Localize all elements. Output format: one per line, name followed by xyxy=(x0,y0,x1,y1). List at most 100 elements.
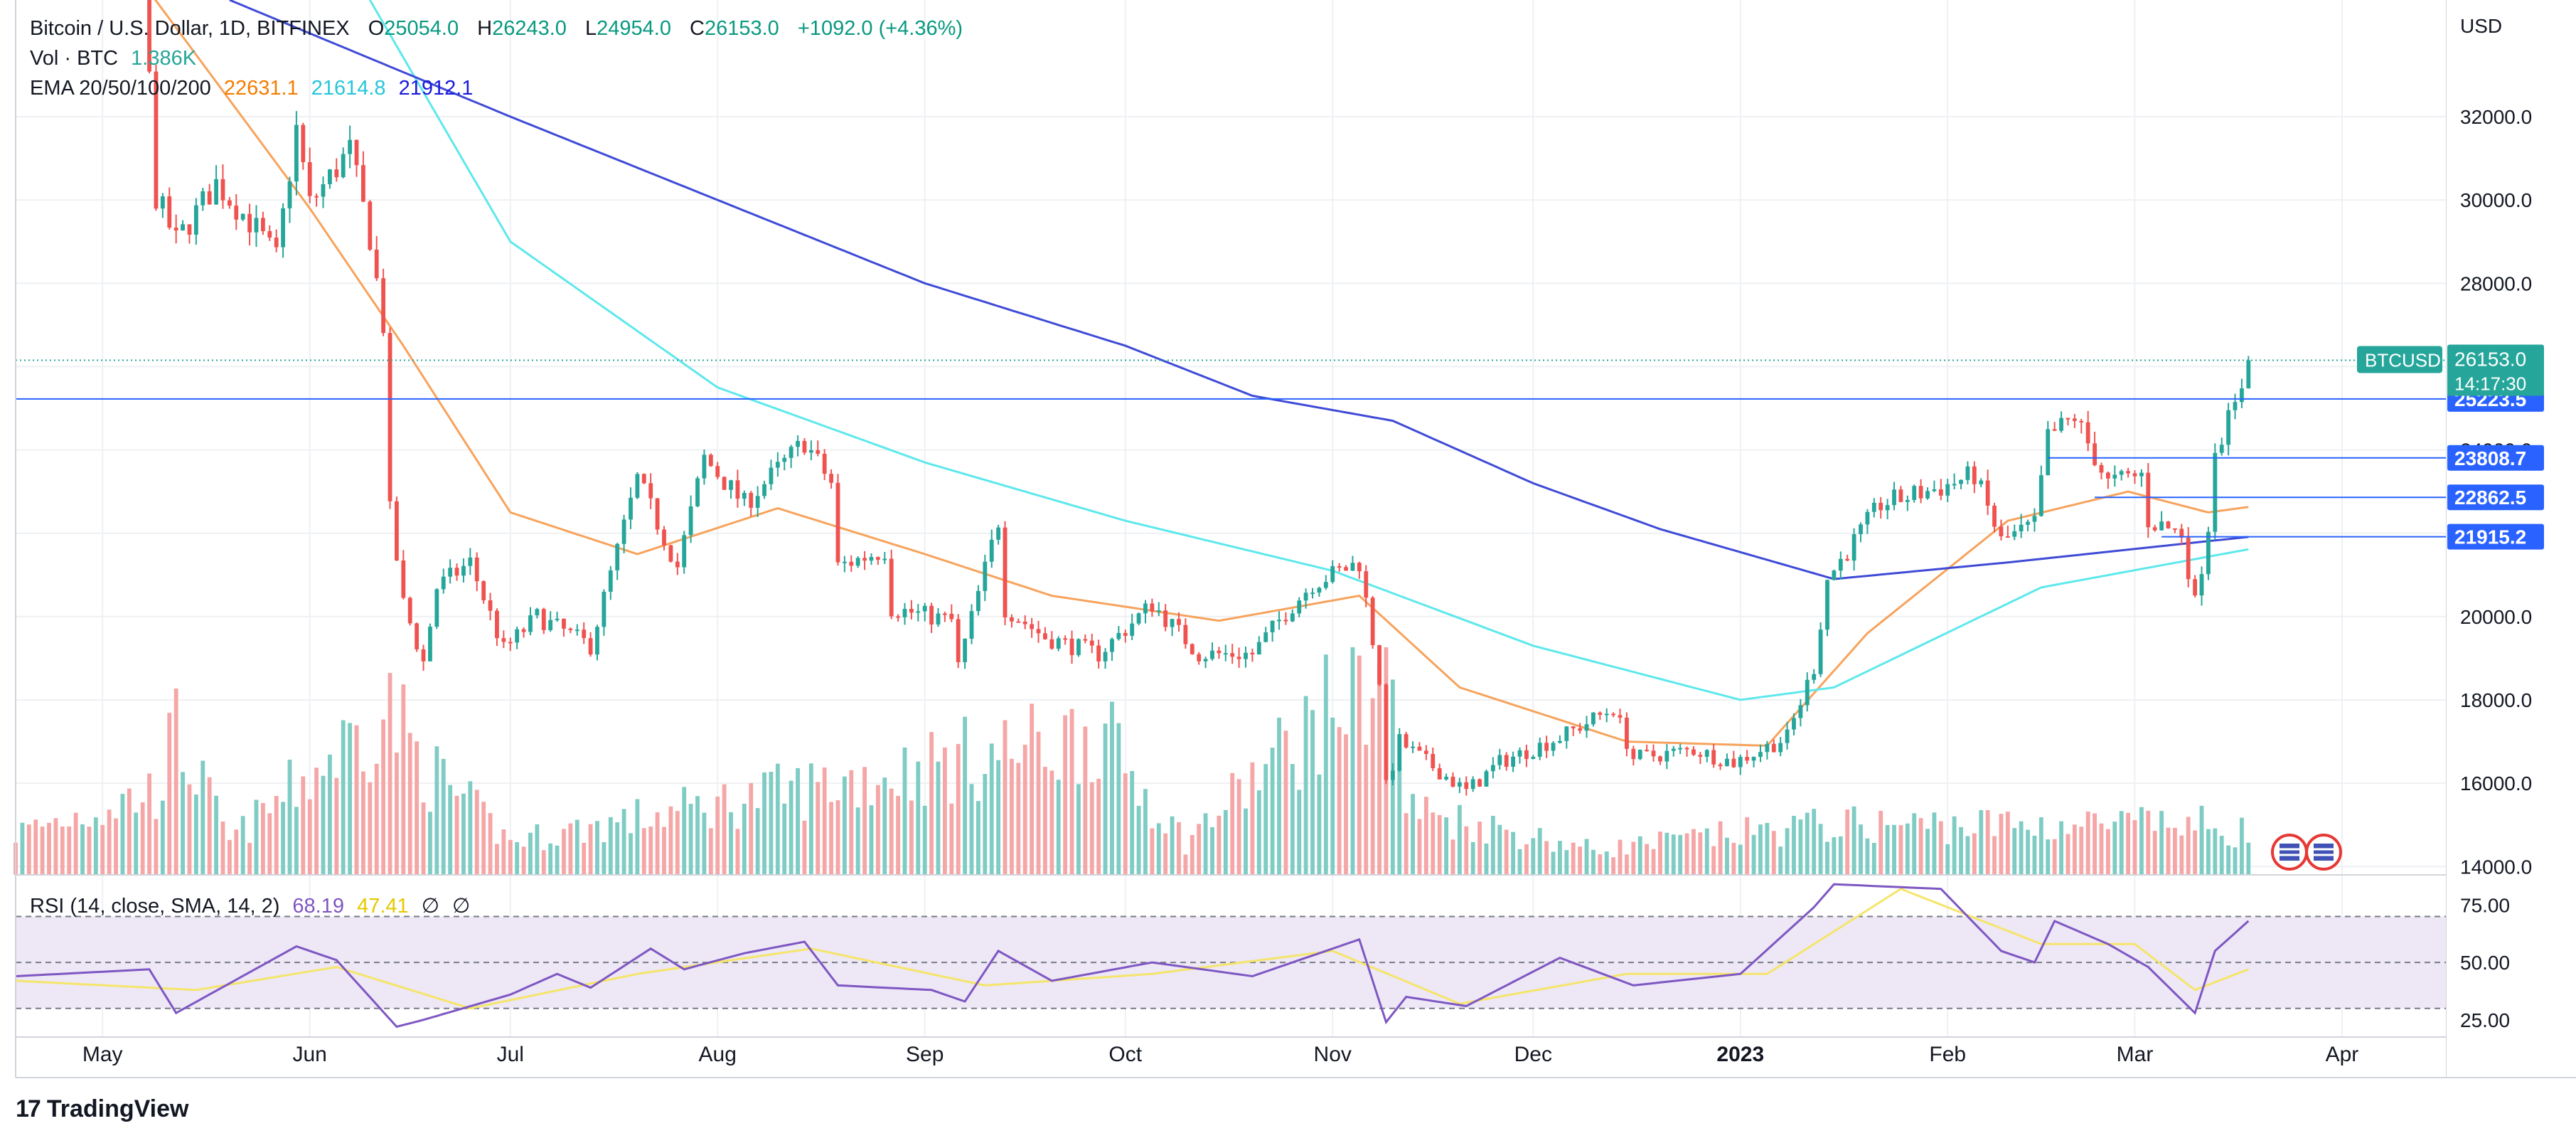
candle-body xyxy=(1731,758,1736,767)
volume-bar xyxy=(1578,846,1583,875)
volume-bar xyxy=(1150,828,1155,875)
candle-body xyxy=(1805,679,1810,706)
legend-close: 26153.0 xyxy=(704,17,779,40)
candle-body xyxy=(1758,752,1763,758)
candle-body xyxy=(1664,750,1669,762)
volume-bar xyxy=(461,793,466,875)
candle-body xyxy=(381,278,386,334)
volume-bar xyxy=(2152,831,2157,875)
volume-bar xyxy=(1671,834,1676,875)
candle-body xyxy=(2046,429,2051,476)
legend-high-label: H xyxy=(477,17,493,40)
time-tick-label: Apr xyxy=(2326,1043,2359,1066)
symbol-tag-label: BTCUSD xyxy=(2365,349,2441,371)
candle-body xyxy=(621,519,626,544)
volume-bar xyxy=(1190,834,1195,875)
candle-body xyxy=(1223,653,1228,655)
rsi-line xyxy=(15,883,2250,1029)
volume-bar xyxy=(1892,824,1896,875)
volume-bar xyxy=(2032,835,2037,875)
volume-bar xyxy=(2219,836,2224,875)
candle-body xyxy=(802,440,807,453)
candle-body xyxy=(321,184,326,197)
flag-stripe-icon xyxy=(2280,844,2299,861)
candle-body xyxy=(1785,729,1790,743)
candle-body xyxy=(1637,750,1642,760)
price-tick-label: 20000.0 xyxy=(2460,606,2532,628)
candle-body xyxy=(428,626,432,661)
candle-body xyxy=(2219,445,2224,453)
volume-bar xyxy=(1664,832,1669,875)
price-axis-unit: USD xyxy=(2460,15,2502,37)
volume-bar xyxy=(1056,780,1061,875)
candle-body xyxy=(695,478,700,506)
horizontal-levels xyxy=(16,359,2446,538)
candle-body xyxy=(1938,489,1943,496)
volume-bar xyxy=(114,818,118,875)
candle-body xyxy=(862,558,867,561)
volume-bar xyxy=(1096,778,1101,875)
candle-body xyxy=(668,545,673,562)
candle-body xyxy=(1999,526,2004,536)
candle-body xyxy=(1524,750,1529,760)
volume-bar xyxy=(294,807,299,875)
volume-bar xyxy=(1156,823,1161,875)
candle-body xyxy=(1531,756,1536,760)
candle-body xyxy=(1236,657,1241,659)
candle-body xyxy=(1684,748,1689,750)
candle-body xyxy=(1290,613,1295,622)
volume-bar xyxy=(729,812,733,875)
candle-body xyxy=(1898,489,1903,502)
legend-ema50: 21614.8 xyxy=(311,77,386,100)
volume-bar xyxy=(535,824,540,875)
volume-bar xyxy=(1323,654,1328,875)
volume-bar xyxy=(1785,828,1790,875)
volume-bar xyxy=(1765,822,1770,875)
legend-volume: Vol · BTC 1.386K xyxy=(30,47,196,70)
candle-body xyxy=(1738,757,1743,767)
candle-body xyxy=(929,605,934,625)
volume-bar xyxy=(2159,811,2164,875)
volume-bar xyxy=(1330,717,1335,875)
volume-bar xyxy=(434,746,439,875)
level-tag-value: 23808.7 xyxy=(2454,447,2526,469)
candle-body xyxy=(835,482,840,563)
volume-bar xyxy=(789,780,793,875)
candle-body xyxy=(936,613,941,625)
candle-body xyxy=(1952,484,1957,486)
candle-body xyxy=(1030,624,1035,629)
volume-bar xyxy=(428,812,432,875)
volume-bar xyxy=(1036,731,1041,875)
tradingview-brand[interactable]: 17 TradingView xyxy=(16,1095,188,1123)
volume-bar xyxy=(1698,832,1703,875)
candle-body xyxy=(1711,750,1716,765)
candle-body xyxy=(1965,466,1970,480)
volume-bar xyxy=(187,784,192,875)
candle-body xyxy=(1604,713,1609,716)
volume-bar xyxy=(1905,823,1910,875)
volume-bar xyxy=(2052,839,2057,875)
volume-bar xyxy=(448,785,453,875)
candle-body xyxy=(755,496,760,508)
volume-bar xyxy=(360,771,365,875)
volume-bar xyxy=(521,846,526,875)
candle-body xyxy=(1765,743,1770,753)
volume-bar xyxy=(588,824,593,875)
candle-body xyxy=(1691,749,1696,755)
volume-bar xyxy=(267,813,272,875)
candle-body xyxy=(2166,521,2171,528)
volume-bar xyxy=(274,796,279,875)
volume-bar xyxy=(528,832,533,875)
volume-bar xyxy=(2233,847,2238,875)
candle-body xyxy=(1671,748,1676,751)
volume-bar xyxy=(1845,809,1850,875)
rsi-band xyxy=(16,915,2446,1009)
candle-body xyxy=(655,498,660,530)
volume-bar xyxy=(1230,772,1235,875)
volume-bar xyxy=(1364,745,1369,875)
candle-body xyxy=(1832,570,1837,580)
volume-bar xyxy=(1992,836,1997,875)
symbol-tag xyxy=(2357,346,2442,373)
